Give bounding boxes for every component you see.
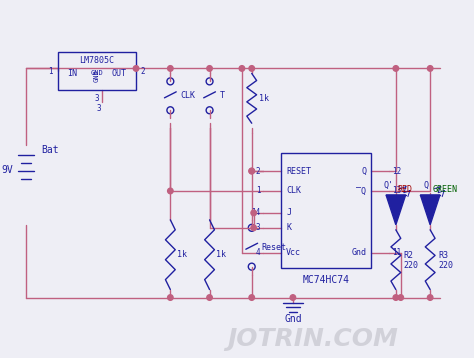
Circle shape xyxy=(428,295,433,300)
Text: Gnd: Gnd xyxy=(284,314,302,324)
Circle shape xyxy=(168,295,173,300)
Text: 11: 11 xyxy=(392,248,401,257)
Text: Q': Q' xyxy=(384,180,394,189)
Text: 1: 1 xyxy=(48,67,53,76)
Text: LM7805C: LM7805C xyxy=(79,56,114,65)
Text: GND: GND xyxy=(94,69,100,82)
Text: 3: 3 xyxy=(94,94,99,103)
Text: 3: 3 xyxy=(256,223,261,232)
Text: 2: 2 xyxy=(141,67,146,76)
Circle shape xyxy=(398,295,403,300)
Circle shape xyxy=(393,295,399,300)
Text: 1: 1 xyxy=(256,187,261,195)
Circle shape xyxy=(251,225,256,231)
Text: CLK: CLK xyxy=(286,187,301,195)
Text: R3
220: R3 220 xyxy=(438,251,453,270)
Text: Reset: Reset xyxy=(262,243,286,252)
Circle shape xyxy=(249,168,255,174)
Circle shape xyxy=(393,66,399,71)
Text: J: J xyxy=(286,208,291,217)
Circle shape xyxy=(168,66,173,71)
Text: MC74HC74: MC74HC74 xyxy=(303,275,350,285)
Text: 12: 12 xyxy=(392,166,401,175)
Circle shape xyxy=(207,295,212,300)
Circle shape xyxy=(251,210,256,216)
Text: 2: 2 xyxy=(256,166,261,175)
Text: Gnd: Gnd xyxy=(351,248,366,257)
Text: Bat: Bat xyxy=(41,145,59,155)
Text: Q: Q xyxy=(362,166,366,175)
Text: K: K xyxy=(286,223,291,232)
Text: RESET: RESET xyxy=(286,166,311,175)
Bar xyxy=(58,53,136,90)
Text: Q: Q xyxy=(423,180,428,189)
Circle shape xyxy=(428,66,433,71)
Text: JOTRIN.COM: JOTRIN.COM xyxy=(227,327,398,351)
Text: T: T xyxy=(219,91,224,100)
Circle shape xyxy=(168,188,173,194)
Text: GREEN: GREEN xyxy=(432,185,457,194)
Circle shape xyxy=(249,168,255,174)
Text: OUT: OUT xyxy=(111,69,126,78)
Text: RED: RED xyxy=(398,185,413,194)
Text: CLK: CLK xyxy=(180,91,195,100)
Circle shape xyxy=(249,66,255,71)
Text: 1k: 1k xyxy=(259,94,269,103)
Text: R2
220: R2 220 xyxy=(404,251,419,270)
Polygon shape xyxy=(386,195,406,225)
Circle shape xyxy=(133,66,139,71)
Text: 1k: 1k xyxy=(217,250,227,259)
Circle shape xyxy=(249,295,255,300)
Text: 14: 14 xyxy=(251,208,261,217)
Text: 3: 3 xyxy=(96,104,101,113)
Text: 4: 4 xyxy=(256,248,261,257)
Polygon shape xyxy=(420,195,440,225)
Text: 13: 13 xyxy=(392,187,401,195)
Circle shape xyxy=(239,66,245,71)
Bar xyxy=(281,153,371,268)
Text: 9V: 9V xyxy=(2,165,13,175)
Circle shape xyxy=(290,295,296,300)
Circle shape xyxy=(207,66,212,71)
Text: 1k: 1k xyxy=(177,250,187,259)
Text: Vcc: Vcc xyxy=(286,248,301,257)
Text: ̅Q: ̅Q xyxy=(356,187,366,195)
Text: GND: GND xyxy=(91,71,103,76)
Text: IN: IN xyxy=(67,69,77,78)
